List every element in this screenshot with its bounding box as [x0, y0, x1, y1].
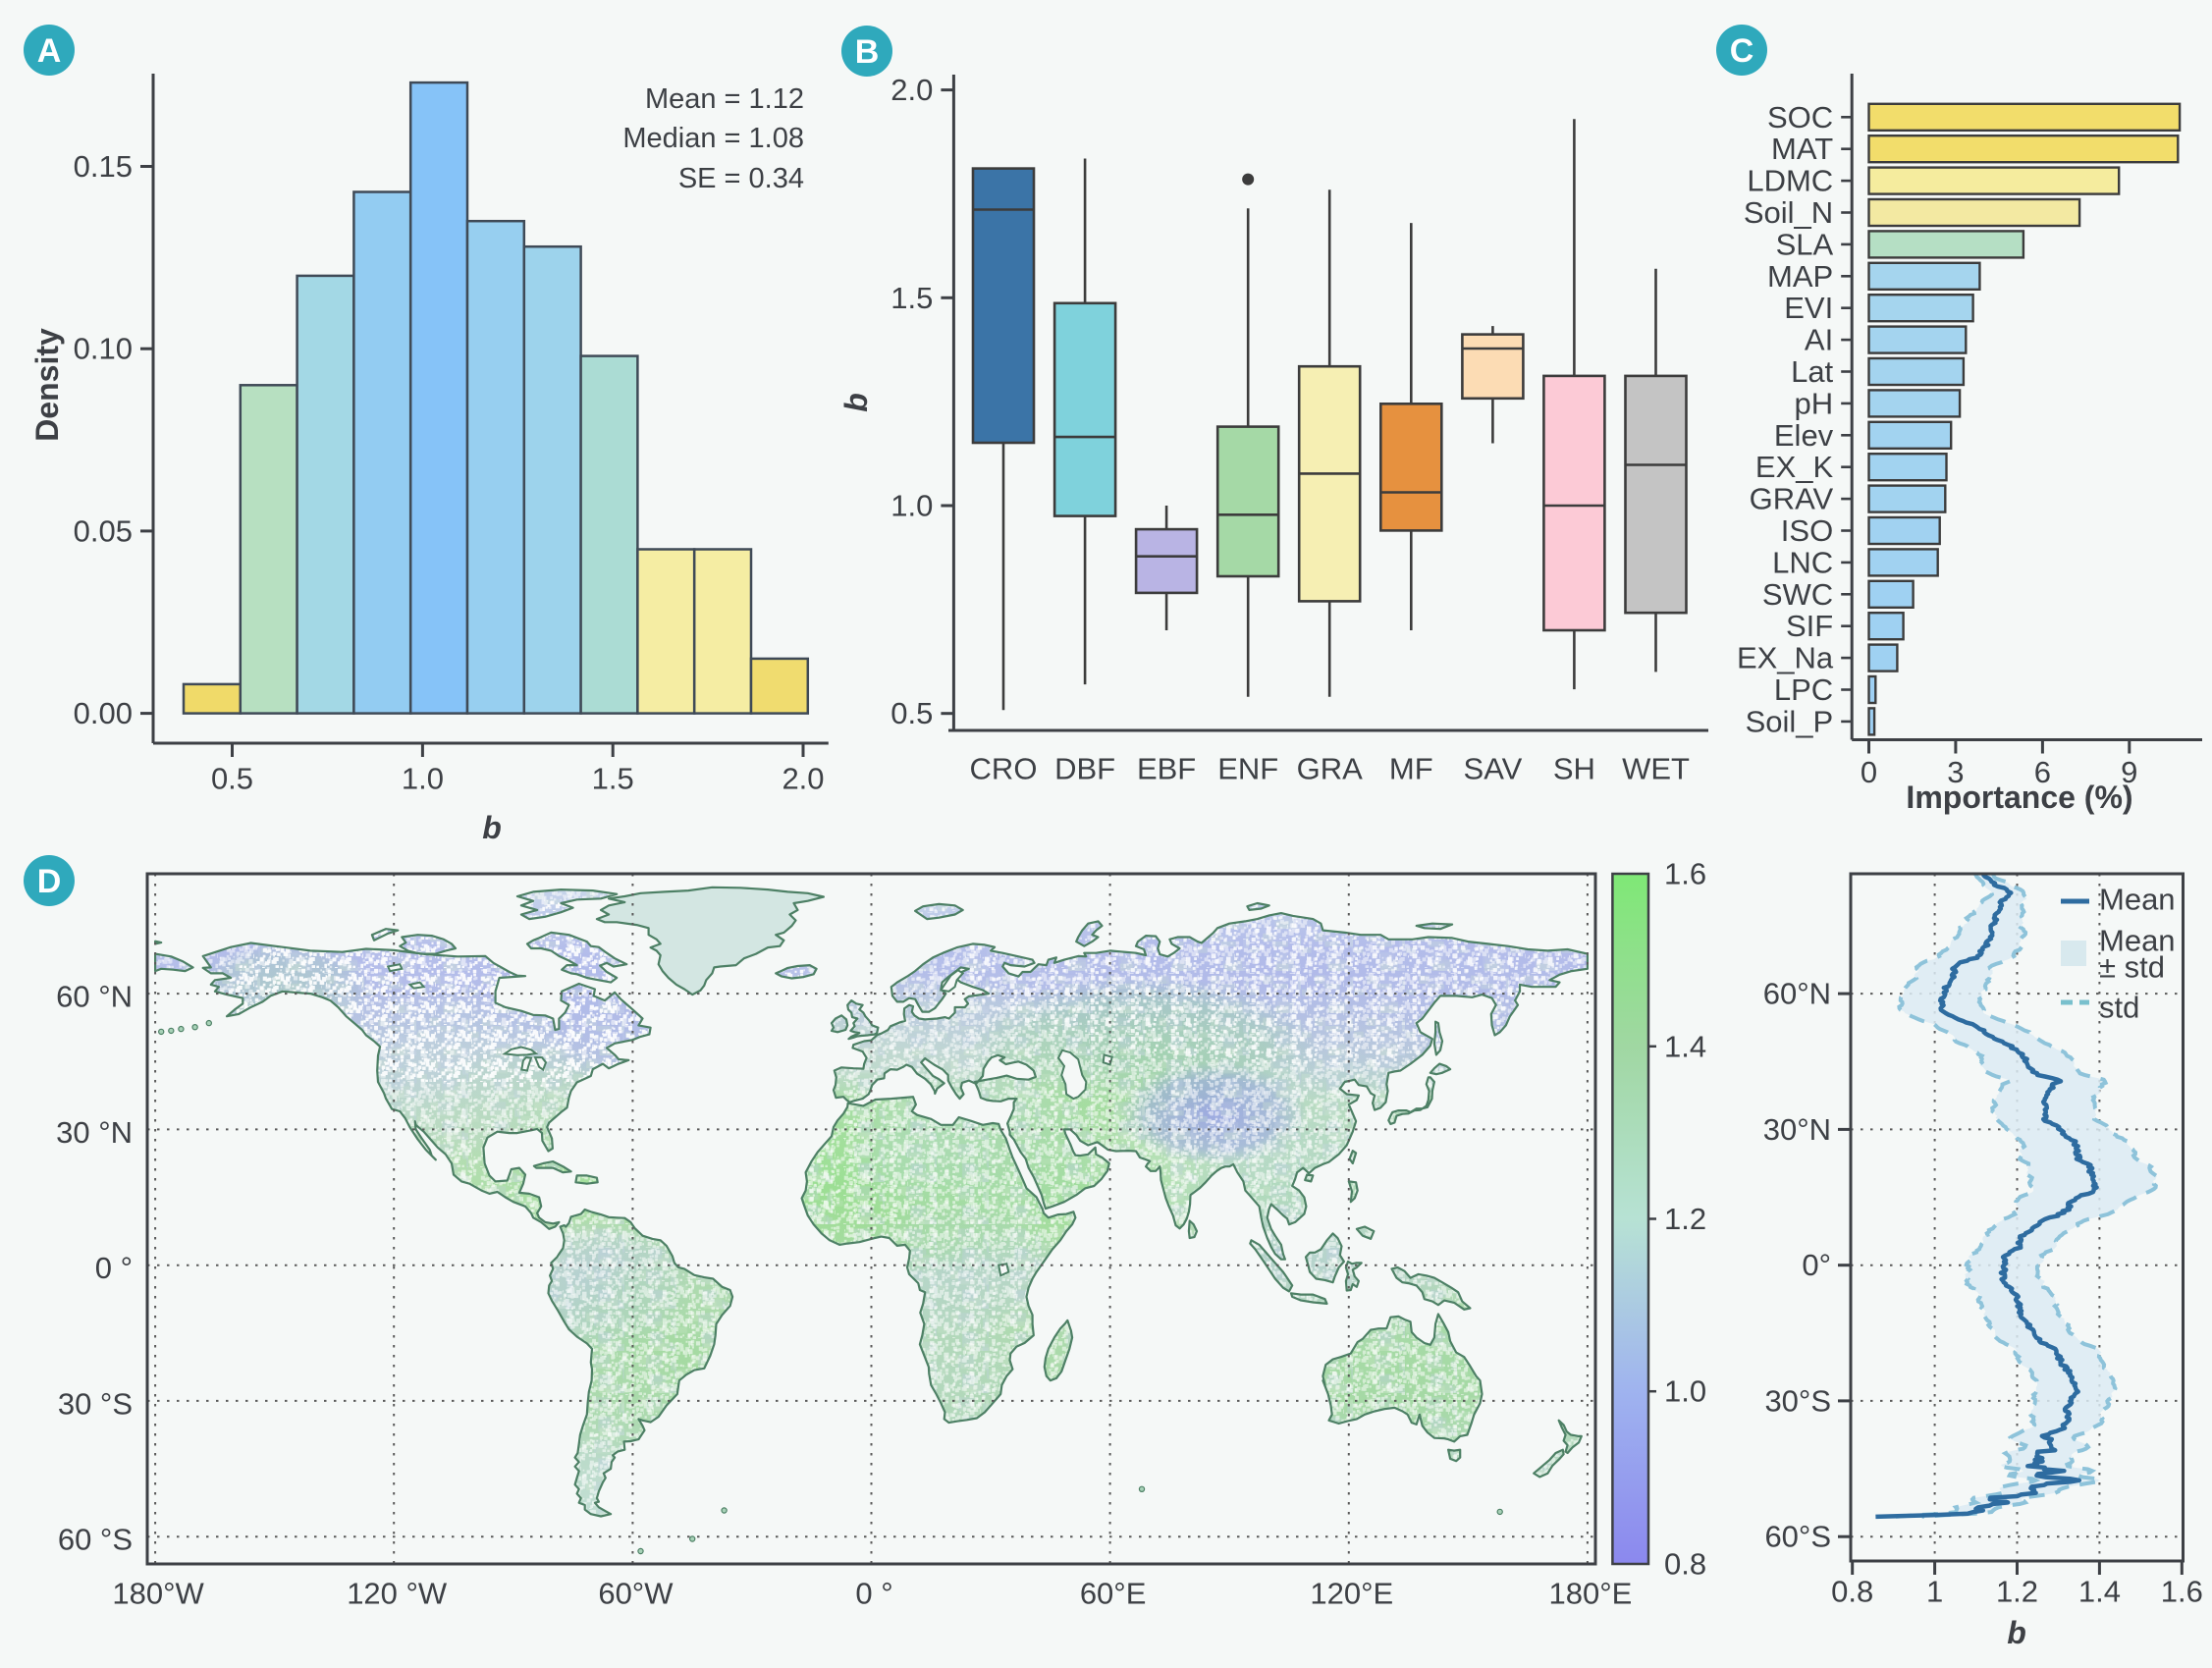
svg-text:Mean: Mean	[2099, 924, 2176, 958]
svg-text:0.8: 0.8	[1664, 1547, 1706, 1582]
svg-text:D: D	[37, 863, 62, 900]
svg-text:ISO: ISO	[1781, 513, 1833, 548]
svg-text:1: 1	[1926, 1575, 1943, 1609]
svg-text:60°S: 60°S	[1764, 1520, 1831, 1554]
svg-text:LNC: LNC	[1772, 545, 1833, 579]
svg-text:C: C	[1730, 32, 1754, 70]
svg-text:120°E: 120°E	[1310, 1577, 1393, 1611]
svg-text:180°E: 180°E	[1549, 1577, 1633, 1611]
svg-text:Importance (%): Importance (%)	[1906, 780, 2132, 815]
svg-text:DBF: DBF	[1054, 752, 1115, 786]
svg-text:1.0: 1.0	[890, 489, 933, 523]
svg-text:0.15: 0.15	[74, 149, 133, 184]
svg-text:9: 9	[2121, 755, 2137, 789]
svg-text:LDMC: LDMC	[1747, 164, 1833, 198]
svg-text:0.00: 0.00	[74, 696, 133, 730]
svg-text:60 °S: 60 °S	[58, 1523, 133, 1557]
svg-text:Median = 1.08: Median = 1.08	[622, 123, 804, 154]
svg-text:WET: WET	[1622, 752, 1690, 786]
svg-text:EVI: EVI	[1784, 291, 1833, 325]
svg-text:EBF: EBF	[1137, 752, 1196, 786]
svg-text:b: b	[2007, 1615, 2026, 1650]
svg-text:0.5: 0.5	[211, 762, 253, 796]
svg-text:EX_K: EX_K	[1755, 450, 1834, 484]
svg-text:0.10: 0.10	[74, 332, 133, 366]
svg-text:1.5: 1.5	[890, 281, 933, 315]
svg-text:1.2: 1.2	[1996, 1575, 2038, 1609]
svg-text:SE = 0.34: SE = 0.34	[678, 163, 804, 194]
svg-text:SOC: SOC	[1767, 100, 1833, 135]
svg-text:B: B	[855, 33, 880, 71]
svg-text:30 °S: 30 °S	[58, 1386, 133, 1421]
svg-text:2.0: 2.0	[890, 73, 933, 107]
svg-text:1.0: 1.0	[1664, 1374, 1706, 1409]
svg-text:Mean: Mean	[2099, 883, 2176, 917]
svg-text:Soil_N: Soil_N	[1744, 195, 1833, 230]
svg-text:CRO: CRO	[970, 752, 1038, 786]
svg-text:SAV: SAV	[1464, 752, 1523, 786]
svg-text:0.05: 0.05	[74, 513, 133, 548]
svg-text:0.5: 0.5	[890, 696, 933, 730]
svg-text:3: 3	[1947, 755, 1964, 789]
svg-text:1.5: 1.5	[592, 762, 634, 796]
svg-text:1.6: 1.6	[1664, 857, 1706, 891]
svg-text:SLA: SLA	[1776, 227, 1834, 261]
svg-text:Density: Density	[29, 328, 65, 442]
svg-text:60°W: 60°W	[598, 1577, 674, 1611]
svg-text:AI: AI	[1805, 323, 1833, 357]
svg-text:120 °W: 120 °W	[347, 1577, 448, 1611]
svg-text:LPC: LPC	[1774, 673, 1833, 707]
svg-text:0°: 0°	[1802, 1248, 1831, 1282]
svg-text:GRAV: GRAV	[1750, 482, 1834, 516]
svg-text:EX_Na: EX_Na	[1737, 641, 1834, 675]
svg-text:SWC: SWC	[1762, 577, 1833, 612]
svg-text:30°N: 30°N	[1763, 1112, 1831, 1147]
svg-text:1.6: 1.6	[2161, 1575, 2203, 1609]
svg-text:0: 0	[1861, 755, 1877, 789]
svg-text:2.0: 2.0	[782, 762, 824, 796]
svg-text:pH: pH	[1795, 386, 1834, 420]
svg-text:b: b	[838, 393, 874, 412]
svg-text:30 °N: 30 °N	[56, 1115, 133, 1150]
svg-text:Lat: Lat	[1791, 354, 1833, 389]
svg-text:1.2: 1.2	[1664, 1202, 1706, 1236]
svg-text:MAT: MAT	[1771, 132, 1833, 166]
svg-text:6: 6	[2034, 755, 2051, 789]
svg-text:180°W: 180°W	[112, 1577, 204, 1611]
svg-text:60 °N: 60 °N	[56, 980, 133, 1014]
svg-text:Mean = 1.12: Mean = 1.12	[645, 83, 804, 115]
svg-text:MAP: MAP	[1767, 259, 1833, 294]
svg-text:0.8: 0.8	[1831, 1575, 1873, 1609]
svg-text:MF: MF	[1389, 752, 1433, 786]
svg-text:SH: SH	[1553, 752, 1595, 786]
svg-text:1.4: 1.4	[2078, 1575, 2121, 1609]
svg-text:A: A	[37, 32, 62, 70]
svg-text:1.4: 1.4	[1664, 1029, 1706, 1063]
svg-text:Elev: Elev	[1774, 418, 1834, 453]
svg-text:60°N: 60°N	[1763, 977, 1831, 1011]
svg-text:± std: ± std	[2099, 950, 2165, 985]
svg-text:60°E: 60°E	[1080, 1577, 1147, 1611]
svg-text:SIF: SIF	[1786, 609, 1833, 643]
svg-text:GRA: GRA	[1297, 752, 1364, 786]
svg-text:b: b	[482, 810, 502, 845]
svg-text:0 °: 0 °	[95, 1251, 133, 1285]
svg-text:1.0: 1.0	[402, 762, 444, 796]
svg-text:ENF: ENF	[1217, 752, 1278, 786]
svg-text:0 °: 0 °	[855, 1577, 892, 1611]
svg-text:std: std	[2099, 991, 2139, 1025]
svg-text:30°S: 30°S	[1764, 1383, 1831, 1418]
svg-text:Soil_P: Soil_P	[1746, 704, 1834, 738]
